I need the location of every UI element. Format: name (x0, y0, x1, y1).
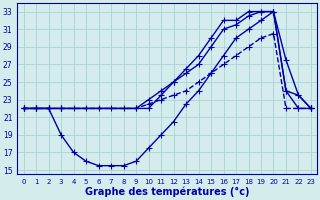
X-axis label: Graphe des températures (°c): Graphe des températures (°c) (85, 187, 250, 197)
